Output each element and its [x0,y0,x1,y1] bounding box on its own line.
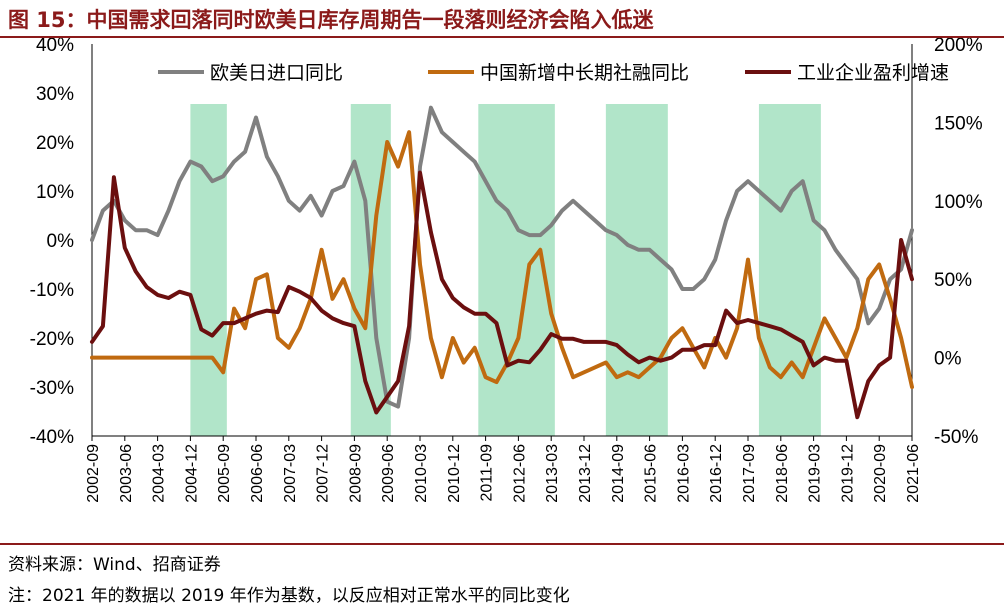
x-tick-label: 2011-09 [479,444,496,502]
series-line-2 [90,130,914,389]
x-tick-label: 2016-03 [675,444,692,503]
series-line-1 [90,105,914,409]
footnote: 注：2021 年的数据以 2019 年作为基数，以反应相对正常水平的同比变化 [8,586,570,606]
shaded-periods [190,104,821,436]
x-tick-label: 2005-09 [216,444,233,503]
legend-label-1: 欧美日进口同比 [210,62,343,84]
chart-title: 图 15：中国需求回落同时欧美日库存周期告一段落则经济会陷入低迷 [8,8,654,32]
x-tick-label: 2019-12 [839,444,856,503]
x-tick-label: 2013-03 [544,444,561,503]
left-tick-label: -40% [30,427,74,448]
legend: 欧美日进口同比 中国新增中长期社融同比 工业企业盈利增速 [158,62,949,84]
x-tick-label: 2007-03 [282,444,299,503]
right-tick-label: 200% [934,38,983,56]
right-tick-label: 50% [934,270,972,291]
x-tick-label: 2021-06 [905,444,922,503]
left-tick-label: -10% [30,280,74,301]
left-tick-label: 0% [47,231,75,252]
left-tick-label: 10% [36,182,74,203]
x-tick-label: 2016-12 [708,444,725,503]
shaded-period-1 [190,104,227,436]
x-tick-label: 2002-09 [85,444,102,503]
legend-label-3: 工业企业盈利增速 [797,62,949,84]
source-note: 资料来源：Wind、招商证券 [8,555,221,575]
x-tick-label: 2015-06 [643,444,660,503]
left-tick-label: -30% [30,378,74,399]
title-rule [0,36,1004,38]
x-tick-label: 2007-12 [315,444,332,503]
x-tick-label: 2012-06 [511,444,528,503]
x-tick-label: 2010-03 [413,444,430,503]
axes: 40% 30% 20% 10% 0% -10% -20% -30% -40% 200% 150% 10… [30,38,983,503]
shaded-period-5 [758,104,821,436]
right-tick-label: -50% [934,427,978,448]
x-tick-label: 2008-09 [347,444,364,503]
shaded-period-4 [605,104,668,436]
x-tick-label: 2018-06 [774,444,791,503]
left-tick-label: 30% [36,84,74,105]
series-lines [90,105,914,420]
line-chart: 40% 30% 20% 10% 0% -10% -20% -30% -40% 200% 150% 10… [30,38,983,503]
x-tick-label: 2019-03 [807,444,824,503]
x-tick-label: 2009-06 [380,444,397,503]
right-tick-label: 150% [934,113,983,134]
x-tick-label: 2004-12 [183,444,200,503]
x-tick-label: 2006-06 [249,444,266,503]
right-tick-label: 0% [934,349,962,370]
footer-rule [0,543,1004,545]
x-tick-label: 2017-09 [741,444,758,503]
left-tick-label: 40% [36,38,74,56]
left-tick-label: 20% [36,133,74,154]
right-tick-label: 100% [934,192,983,213]
x-tick-label: 2014-09 [610,444,627,503]
left-tick-label: -20% [30,329,74,350]
x-tick-label: 2010-12 [446,444,463,503]
x-tick-label: 2003-06 [118,444,135,503]
series-line-3 [90,170,914,420]
x-tick-label: 2004-03 [151,444,168,503]
legend-label-2: 中国新增中长期社融同比 [480,62,689,84]
x-tick-label: 2020-09 [872,444,889,503]
x-tick-label: 2013-12 [577,444,594,503]
